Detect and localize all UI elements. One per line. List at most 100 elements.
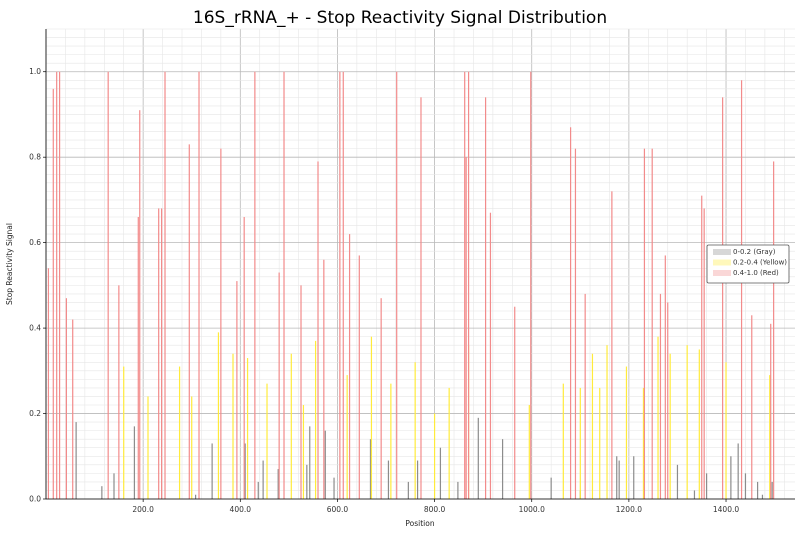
bar-0-4-1-0-red bbox=[643, 148, 646, 500]
bar-0-2-0-4-yellow bbox=[433, 413, 436, 499]
bar-0-2-0-4-yellow bbox=[370, 336, 373, 499]
bar-0-2-0-4-yellow bbox=[290, 353, 292, 499]
bar-0-0-2-gray bbox=[756, 481, 759, 499]
bar-0-4-1-0-red bbox=[283, 71, 285, 500]
bar-0-4-1-0-red bbox=[489, 212, 492, 499]
legend-swatch-0-2-0-4-yellow bbox=[713, 259, 731, 266]
bar-0-4-1-0-red bbox=[317, 161, 319, 500]
bar-0-4-1-0-red bbox=[701, 195, 703, 500]
bar-0-4-1-0-red bbox=[740, 80, 743, 499]
bar-0-4-1-0-red bbox=[158, 208, 160, 500]
bar-0-0-2-gray bbox=[113, 473, 115, 499]
bar-0-4-1-0-red bbox=[56, 71, 58, 500]
bar-0-0-2-gray bbox=[309, 426, 311, 499]
bar-0-4-1-0-red bbox=[667, 302, 669, 499]
bar-0-4-1-0-red bbox=[278, 272, 280, 499]
x-tick-label: 1200.0 bbox=[616, 505, 642, 514]
bar-0-0-2-gray bbox=[257, 481, 259, 499]
bar-0-4-1-0-red bbox=[139, 110, 141, 499]
bar-0-4-1-0-red bbox=[243, 217, 245, 499]
bar-0-4-1-0-red bbox=[47, 268, 50, 499]
bar-0-2-0-4-yellow bbox=[266, 383, 268, 499]
bar-0-4-1-0-red bbox=[107, 71, 109, 500]
bar-0-2-0-4-yellow bbox=[669, 353, 671, 499]
bar-0-4-1-0-red bbox=[380, 298, 382, 499]
bar-0-2-0-4-yellow bbox=[314, 340, 317, 499]
bar-0-4-1-0-red bbox=[530, 71, 532, 500]
bar-0-4-1-0-red bbox=[659, 293, 662, 499]
bar-0-0-2-gray bbox=[477, 417, 479, 499]
y-tick-label: 0.2 bbox=[29, 409, 41, 418]
bar-0-4-1-0-red bbox=[72, 319, 74, 499]
bar-0-2-0-4-yellow bbox=[657, 336, 659, 499]
bar-0-0-2-gray bbox=[416, 460, 419, 499]
bar-0-4-1-0-red bbox=[348, 234, 351, 499]
legend-entry-0-0-2-gray: 0-0.2 (Gray) bbox=[733, 248, 776, 256]
bar-0-2-0-4-yellow bbox=[528, 405, 530, 499]
y-tick-labels: 0.0 0.2 0.4 0.6 0.8 1.0 bbox=[29, 67, 46, 504]
bar-0-4-1-0-red bbox=[569, 127, 572, 499]
bar-0-4-1-0-red bbox=[188, 144, 190, 499]
bar-0-2-0-4-yellow bbox=[147, 396, 149, 499]
x-axis-label: Position bbox=[405, 519, 434, 528]
bar-0-4-1-0-red bbox=[137, 217, 139, 499]
y-tick-label: 0.8 bbox=[29, 153, 41, 162]
bar-0-0-2-gray bbox=[333, 477, 335, 499]
bar-0-4-1-0-red bbox=[220, 148, 222, 500]
bar-0-0-2-gray bbox=[244, 443, 246, 499]
x-tick-label: 200.0 bbox=[132, 505, 154, 514]
bar-0-0-2-gray bbox=[676, 464, 679, 499]
x-tick-label: 400.0 bbox=[230, 505, 252, 514]
x-tick-label: 600.0 bbox=[327, 505, 349, 514]
bar-0-2-0-4-yellow bbox=[217, 332, 220, 499]
bar-0-4-1-0-red bbox=[770, 323, 772, 499]
x-tick-label: 1400.0 bbox=[713, 505, 739, 514]
bar-0-2-0-4-yellow bbox=[698, 349, 700, 499]
bar-0-0-2-gray bbox=[730, 456, 732, 499]
bar-0-0-2-gray bbox=[457, 481, 459, 499]
bar-0-4-1-0-red bbox=[342, 71, 344, 500]
bar-0-2-0-4-yellow bbox=[178, 366, 181, 499]
bar-0-4-1-0-red bbox=[464, 71, 466, 500]
x-tick-labels: 200.0 400.0 600.0 800.0 1000.0 1200.0 1400.0 bbox=[132, 499, 739, 514]
bar-0-4-1-0-red bbox=[484, 97, 487, 499]
bar-0-2-0-4-yellow bbox=[562, 383, 564, 499]
bar-0-0-2-gray bbox=[387, 460, 390, 499]
bar-0-0-2-gray bbox=[133, 426, 136, 499]
bar-0-4-1-0-red bbox=[339, 71, 341, 500]
bar-0-0-2-gray bbox=[262, 460, 264, 499]
bar-0-2-0-4-yellow bbox=[686, 345, 688, 499]
bar-0-2-0-4-yellow bbox=[232, 353, 234, 499]
bar-0-2-0-4-yellow bbox=[123, 366, 125, 499]
bar-0-4-1-0-red bbox=[651, 148, 653, 500]
bar-0-2-0-4-yellow bbox=[448, 387, 450, 499]
bar-0-0-2-gray bbox=[324, 430, 326, 499]
bar-0-4-1-0-red bbox=[254, 71, 256, 500]
bar-0-0-2-gray bbox=[195, 494, 197, 499]
bar-0-0-2-gray bbox=[101, 486, 103, 499]
bar-0-2-0-4-yellow bbox=[591, 353, 594, 499]
y-tick-label: 0.0 bbox=[29, 495, 41, 504]
bar-0-2-0-4-yellow bbox=[579, 387, 581, 499]
bar-0-2-0-4-yellow bbox=[390, 383, 392, 499]
bar-0-4-1-0-red bbox=[514, 306, 516, 499]
bar-0-4-1-0-red bbox=[118, 285, 120, 499]
bar-0-4-1-0-red bbox=[323, 259, 325, 499]
y-tick-label: 0.6 bbox=[29, 238, 41, 247]
bar-0-0-2-gray bbox=[369, 439, 372, 499]
bar-0-0-2-gray bbox=[618, 460, 620, 499]
bar-0-4-1-0-red bbox=[465, 157, 467, 499]
bar-0-0-2-gray bbox=[501, 439, 504, 499]
bar-0-0-2-gray bbox=[761, 494, 764, 499]
bar-0-0-2-gray bbox=[306, 464, 308, 499]
bar-0-0-2-gray bbox=[744, 473, 747, 499]
bar-0-2-0-4-yellow bbox=[302, 405, 305, 499]
bar-0-4-1-0-red bbox=[467, 71, 470, 500]
bar-0-2-0-4-yellow bbox=[642, 387, 645, 499]
bar-0-0-2-gray bbox=[616, 456, 618, 499]
bar-0-4-1-0-red bbox=[420, 97, 422, 499]
bar-0-2-0-4-yellow bbox=[625, 366, 628, 499]
bar-0-4-1-0-red bbox=[574, 148, 577, 500]
bar-0-0-2-gray bbox=[75, 422, 77, 499]
